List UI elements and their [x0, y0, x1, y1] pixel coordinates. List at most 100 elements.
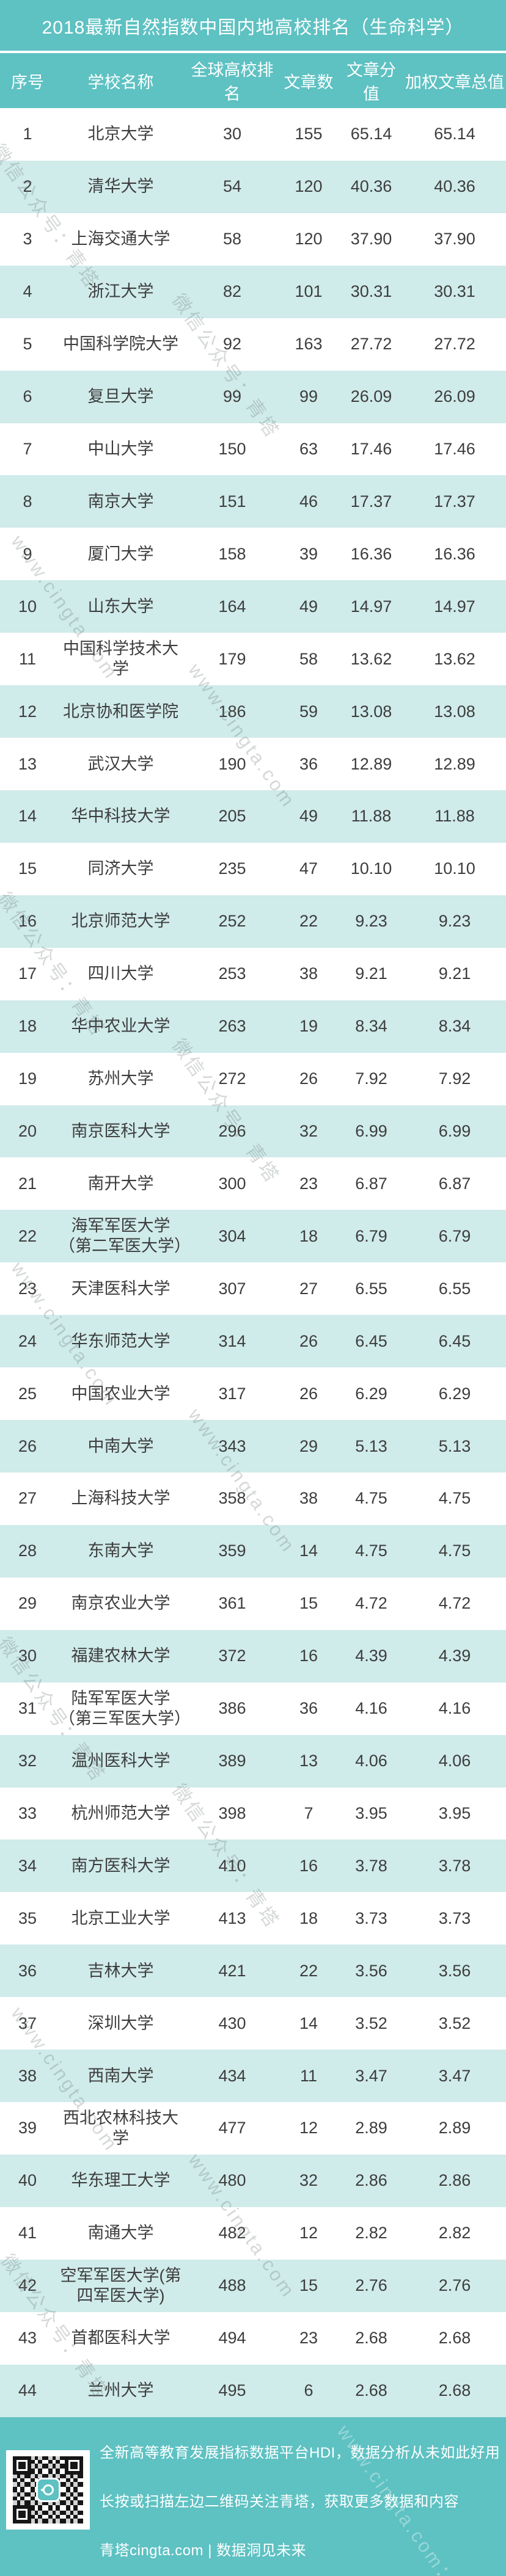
cell-name: 浙江大学 — [87, 282, 154, 301]
cell-name: 首都医科大学 — [71, 2329, 170, 2348]
cell-score: 3.78 — [355, 1856, 387, 1875]
cell-name: 中国科学院大学 — [63, 335, 178, 354]
cell-global_rank: 410 — [218, 1856, 246, 1875]
cell-name: 南开大学 — [87, 1174, 154, 1193]
cell-articles: 15 — [299, 1594, 318, 1613]
cell-name: 同济大学 — [87, 859, 154, 878]
cell-name: 空军军医大学(第四军医大学) — [60, 2266, 182, 2305]
cell-name: 武汉大学 — [87, 754, 154, 773]
table-row: 31 陆军军医大学（第三军医大学） 386 36 4.16 4.16 — [0, 1682, 506, 1735]
cell-no: 11 — [18, 649, 37, 668]
cell-global_rank: 314 — [218, 1331, 246, 1350]
table-row: 20 南京医科大学 296 32 6.99 6.99 — [0, 1105, 506, 1158]
cell-name: 南京医科大学 — [71, 1122, 170, 1140]
footer-line-site: 青塔cingta.com | 数据洞见未来 — [100, 2542, 307, 2559]
table-row: 29 南京农业大学 361 15 4.72 4.72 — [0, 1577, 506, 1630]
cell-score: 3.47 — [355, 2066, 387, 2085]
cell-articles: 23 — [299, 2329, 318, 2348]
cell-name: 温州医科大学 — [71, 1752, 170, 1770]
cell-articles: 99 — [299, 387, 318, 406]
cell-no: 14 — [18, 807, 37, 826]
cell-score: 2.68 — [355, 2329, 387, 2348]
cell-weighted: 2.76 — [438, 2276, 471, 2295]
table-row: 22 海军军医大学（第二军医大学） 304 18 6.79 6.79 — [0, 1210, 506, 1263]
cell-weighted: 40.36 — [434, 177, 475, 196]
cell-score: 6.87 — [355, 1174, 387, 1193]
cell-no: 39 — [18, 2119, 37, 2138]
column-header-article-score: 文章分值 — [346, 61, 396, 103]
cell-score: 4.16 — [355, 1699, 387, 1718]
cell-articles: 26 — [299, 1384, 318, 1403]
cell-no: 34 — [18, 1856, 37, 1875]
cell-weighted: 6.55 — [438, 1279, 471, 1298]
cell-no: 2 — [23, 177, 32, 196]
cell-no: 6 — [23, 387, 32, 406]
cell-name: 南通大学 — [87, 2224, 154, 2243]
cell-score: 9.23 — [355, 912, 387, 931]
cell-articles: 13 — [299, 1752, 318, 1770]
cell-score: 2.82 — [355, 2224, 387, 2243]
cell-score: 5.13 — [355, 1436, 387, 1455]
cell-name: 华中科技大学 — [71, 807, 170, 826]
cell-no: 26 — [18, 1436, 37, 1455]
table-row: 18 华中农业大学 263 19 8.34 8.34 — [0, 1000, 506, 1053]
cell-global_rank: 361 — [218, 1594, 246, 1613]
cell-weighted: 9.21 — [438, 964, 471, 983]
cell-weighted: 4.39 — [438, 1646, 471, 1665]
qr-code[interactable] — [6, 2450, 90, 2530]
cell-articles: 29 — [299, 1436, 318, 1455]
cell-score: 4.39 — [355, 1646, 387, 1665]
table-body: 1 北京大学 30 155 65.14 65.14 2 清华大学 54 120 40.36 40.36… — [0, 108, 506, 2417]
qr-finder-bottom-left — [13, 2505, 31, 2523]
cell-global_rank: 495 — [218, 2381, 246, 2400]
cell-name: 上海科技大学 — [71, 1489, 170, 1508]
cell-global_rank: 252 — [218, 912, 246, 931]
cell-name: 华东理工大学 — [71, 2171, 170, 2190]
cell-weighted: 2.89 — [438, 2119, 471, 2138]
table-row: 5 中国科学院大学 92 163 27.72 27.72 — [0, 318, 506, 371]
cell-global_rank: 488 — [218, 2276, 246, 2295]
cell-no: 22 — [18, 1226, 37, 1245]
cell-score: 3.56 — [355, 1961, 387, 1980]
footer: 全新高等教育发展指标数据平台HDI，数据分析从未如此好用 长按或扫描左边二维码关… — [0, 2417, 506, 2576]
table-row: 10 山东大学 164 49 14.97 14.97 — [0, 580, 506, 633]
cell-articles: 14 — [299, 1541, 318, 1560]
cell-score: 4.72 — [355, 1594, 387, 1613]
cell-weighted: 6.99 — [438, 1121, 471, 1140]
cell-global_rank: 343 — [218, 1436, 246, 1455]
table-row: 15 同济大学 235 47 10.10 10.10 — [0, 842, 506, 895]
table-row: 44 兰州大学 495 6 2.68 2.68 — [0, 2364, 506, 2417]
cell-no: 23 — [18, 1279, 37, 1298]
table-row: 11 中国科学技术大学 179 58 13.62 13.62 — [0, 633, 506, 686]
cell-global_rank: 477 — [218, 2119, 246, 2138]
cell-global_rank: 186 — [218, 702, 246, 721]
cell-weighted: 17.46 — [434, 439, 475, 458]
cell-name: 华东师范大学 — [71, 1331, 170, 1350]
cell-articles: 49 — [299, 807, 318, 826]
cell-weighted: 12.89 — [434, 754, 475, 773]
cell-global_rank: 358 — [218, 1489, 246, 1508]
cell-global_rank: 386 — [218, 1699, 246, 1718]
cell-articles: 46 — [299, 492, 318, 511]
table-row: 9 厦门大学 158 39 16.36 16.36 — [0, 528, 506, 581]
table-row: 38 西南大学 434 11 3.47 3.47 — [0, 2050, 506, 2103]
table-row: 36 吉林大学 421 22 3.56 3.56 — [0, 1945, 506, 1998]
cell-global_rank: 494 — [218, 2329, 246, 2348]
cell-weighted: 3.73 — [438, 1908, 471, 1927]
cell-global_rank: 317 — [218, 1384, 246, 1403]
footer-line-hdi: 全新高等教育发展指标数据平台HDI，数据分析从未如此好用 — [100, 2445, 501, 2461]
cell-articles: 36 — [299, 754, 318, 773]
cell-global_rank: 99 — [222, 387, 242, 406]
cell-no: 37 — [18, 2014, 37, 2032]
cell-no: 18 — [18, 1017, 37, 1036]
cell-name: 北京工业大学 — [71, 1908, 170, 1927]
cell-name: 深圳大学 — [87, 2014, 154, 2032]
cell-score: 4.75 — [355, 1489, 387, 1508]
cell-name: 复旦大学 — [87, 387, 154, 406]
cell-score: 3.73 — [355, 1908, 387, 1927]
cell-articles: 18 — [299, 1226, 318, 1245]
cell-articles: 23 — [299, 1174, 318, 1193]
cell-score: 30.31 — [350, 282, 392, 301]
cell-global_rank: 179 — [218, 649, 246, 668]
cell-no: 28 — [18, 1541, 37, 1560]
